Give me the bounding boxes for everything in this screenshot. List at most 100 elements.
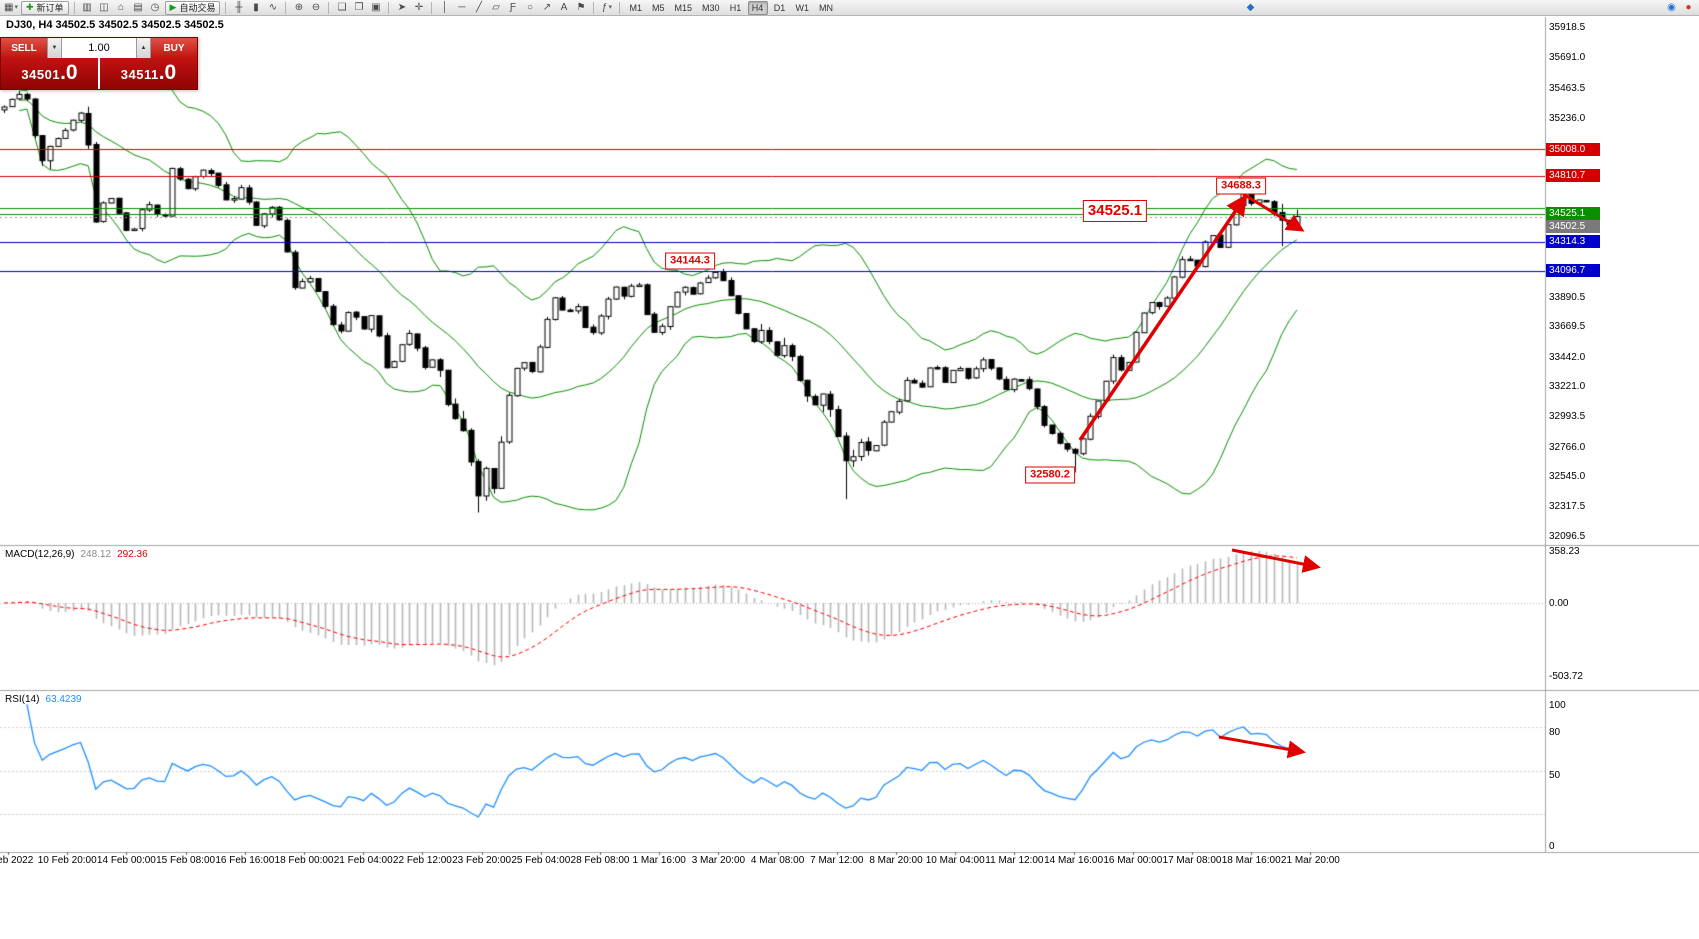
trendline-icon[interactable]: ╱ [471,1,486,15]
zoom-out-icon[interactable]: ⊖ [308,1,323,15]
price-annotation[interactable]: 34144.3 [665,252,715,270]
shapes-icon[interactable]: ○ [522,1,537,15]
price-annotation[interactable]: 34525.1 [1082,200,1148,222]
rsi-legend: RSI(14) 63.4239 [5,694,82,705]
time-axis-label: 18 Feb 00:00 [274,855,334,866]
timeframe-mn-button[interactable]: MN [815,1,837,15]
volume-increase-spinner[interactable]: ▲ [136,38,151,58]
community-icon-glyph: ◆ [1246,1,1255,13]
buy-price-main: 34511 [120,67,159,82]
price-axis-tick: 33890.5 [1549,292,1586,304]
timeframe-d1-button[interactable]: D1 [770,1,790,15]
toolbar-separator [225,1,227,14]
strategy-tester-icon[interactable]: ◷ [148,1,163,15]
data-window-icon[interactable]: ◫ [97,1,112,15]
rsi-value: 63.4239 [45,694,82,705]
macd-legend: MACD(12,26,9) 248.12 292.36 [5,549,148,560]
time-axis-label: 28 Feb 08:00 [570,855,630,866]
toolbar-separator [388,1,390,14]
notification-icon[interactable]: ● [1681,1,1696,15]
terminal-icon-glyph: ▤ [133,1,143,13]
macd-legend-name: MACD(12,26,9) [5,549,75,560]
timeframe-m1-button-label: M1 [629,2,642,13]
sell-price-display[interactable]: 34501 .0 [1,58,98,89]
price-axis-level-box: 34525.1 [1546,207,1600,221]
volume-input[interactable]: 1.00 [62,38,136,58]
rsi-legend-name: RSI(14) [5,694,40,705]
toolbar-separator [73,1,75,14]
crosshair-icon-glyph: ✛ [414,1,424,13]
price-axis-level-box: 34096.7 [1546,264,1600,278]
timeframe-m30-button[interactable]: M30 [698,1,724,15]
line-chart-icon-glyph: ∿ [268,1,278,13]
dropdown-caret-icon: ▾ [608,3,612,11]
buy-button[interactable]: BUY [151,38,197,58]
timeframe-m1-button[interactable]: M1 [625,1,646,15]
timeframe-w1-button[interactable]: W1 [792,1,814,15]
fibonacci-icon[interactable]: Ƒ [505,1,520,15]
timeframe-m5-button[interactable]: M5 [648,1,669,15]
crosshair-icon[interactable]: ✛ [411,1,426,15]
price-axis-tick: 33442.0 [1549,351,1586,363]
candlestick-chart-icon[interactable]: ▮ [248,1,263,15]
price-axis-tick: 32545.0 [1549,471,1586,483]
timeframe-w1-button-label: W1 [795,2,810,13]
timeframe-m15-button-label: M15 [674,2,693,13]
time-axis-label: 14 Mar 16:00 [1044,855,1104,866]
macd-signal-value: 292.36 [117,549,148,560]
help-icon[interactable]: ◉ [1664,1,1679,15]
arrange-windows-icon[interactable]: ▣ [368,1,383,15]
time-axis-label: 25 Feb 04:00 [511,855,571,866]
navigator-icon[interactable]: ⌂ [114,1,129,15]
timeframe-m15-button[interactable]: M15 [671,1,697,15]
autotrading-glyph: ▶ [169,2,177,12]
label-tool-icon[interactable]: ⚑ [573,1,588,15]
horizontal-line-icon[interactable]: ─ [454,1,469,15]
time-axis-label: 4 Mar 08:00 [750,855,805,866]
toolbar-separator [431,1,433,14]
timeframe-h1-button[interactable]: H1 [726,1,746,15]
price-annotation[interactable]: 32580.2 [1025,466,1075,484]
vertical-line-icon[interactable]: │ [437,1,452,15]
shapes-icon-glyph: ○ [526,1,533,13]
new-order-button-label: 新订单 [36,3,64,13]
time-axis-label: 22 Feb 12:00 [392,855,452,866]
time-axis-label: 14 Feb 00:00 [96,855,156,866]
bar-chart-icon[interactable]: ╫ [231,1,246,15]
macd-axis-label: -503.72 [1549,671,1583,682]
macd-axis-label: 358.23 [1549,546,1580,557]
price-axis-level-box: 35008.0 [1546,142,1600,156]
line-chart-icon[interactable]: ∿ [265,1,280,15]
tile-windows-icon[interactable]: ❏ [334,1,349,15]
cascade-windows-icon[interactable]: ❐ [351,1,366,15]
text-tool-icon[interactable]: A [556,1,571,15]
channel-icon[interactable]: ▱ [488,1,503,15]
label-tool-icon-glyph: ⚑ [576,1,586,13]
time-axis-label: 15 Feb 08:00 [156,855,216,866]
price-axis-tick: 33669.5 [1549,321,1586,333]
price-axis-tick: 32766.0 [1549,441,1586,453]
toolbar-separator [593,1,595,14]
market-watch-icon[interactable]: ▥ [80,1,95,15]
sell-button[interactable]: SELL [1,38,47,58]
channel-icon-glyph: ▱ [492,1,500,13]
community-icon[interactable]: ◆ [1243,1,1258,15]
terminal-icon[interactable]: ▤ [131,1,146,15]
arrows-tool-icon[interactable]: ↗ [539,1,554,15]
indicators-icon[interactable]: ƒ ▾ [599,1,614,15]
autotrading-button[interactable]: ▶ 自动交易 [164,0,221,15]
price-axis-tick: 35463.5 [1549,82,1586,94]
new-order-button[interactable]: ✚ 新订单 [20,0,69,15]
rsi-axis-label: 0 [1549,841,1555,852]
price-annotation[interactable]: 34688.3 [1216,177,1266,195]
price-axis-level-box: 34810.7 [1546,169,1600,182]
new-chart-icon[interactable]: ▦ ▾ [3,1,19,15]
cursor-icon[interactable]: ➤ [394,1,409,15]
time-axis-label: 1 Mar 16:00 [632,855,686,866]
zoom-in-icon[interactable]: ⊕ [291,1,306,15]
timeframe-h4-button[interactable]: H4 [747,0,768,15]
volume-decrease-spinner[interactable]: ▼ [47,38,62,58]
buy-price-display[interactable]: 34511 .0 [100,58,197,89]
time-axis-label: 16 Feb 16:00 [215,855,275,866]
